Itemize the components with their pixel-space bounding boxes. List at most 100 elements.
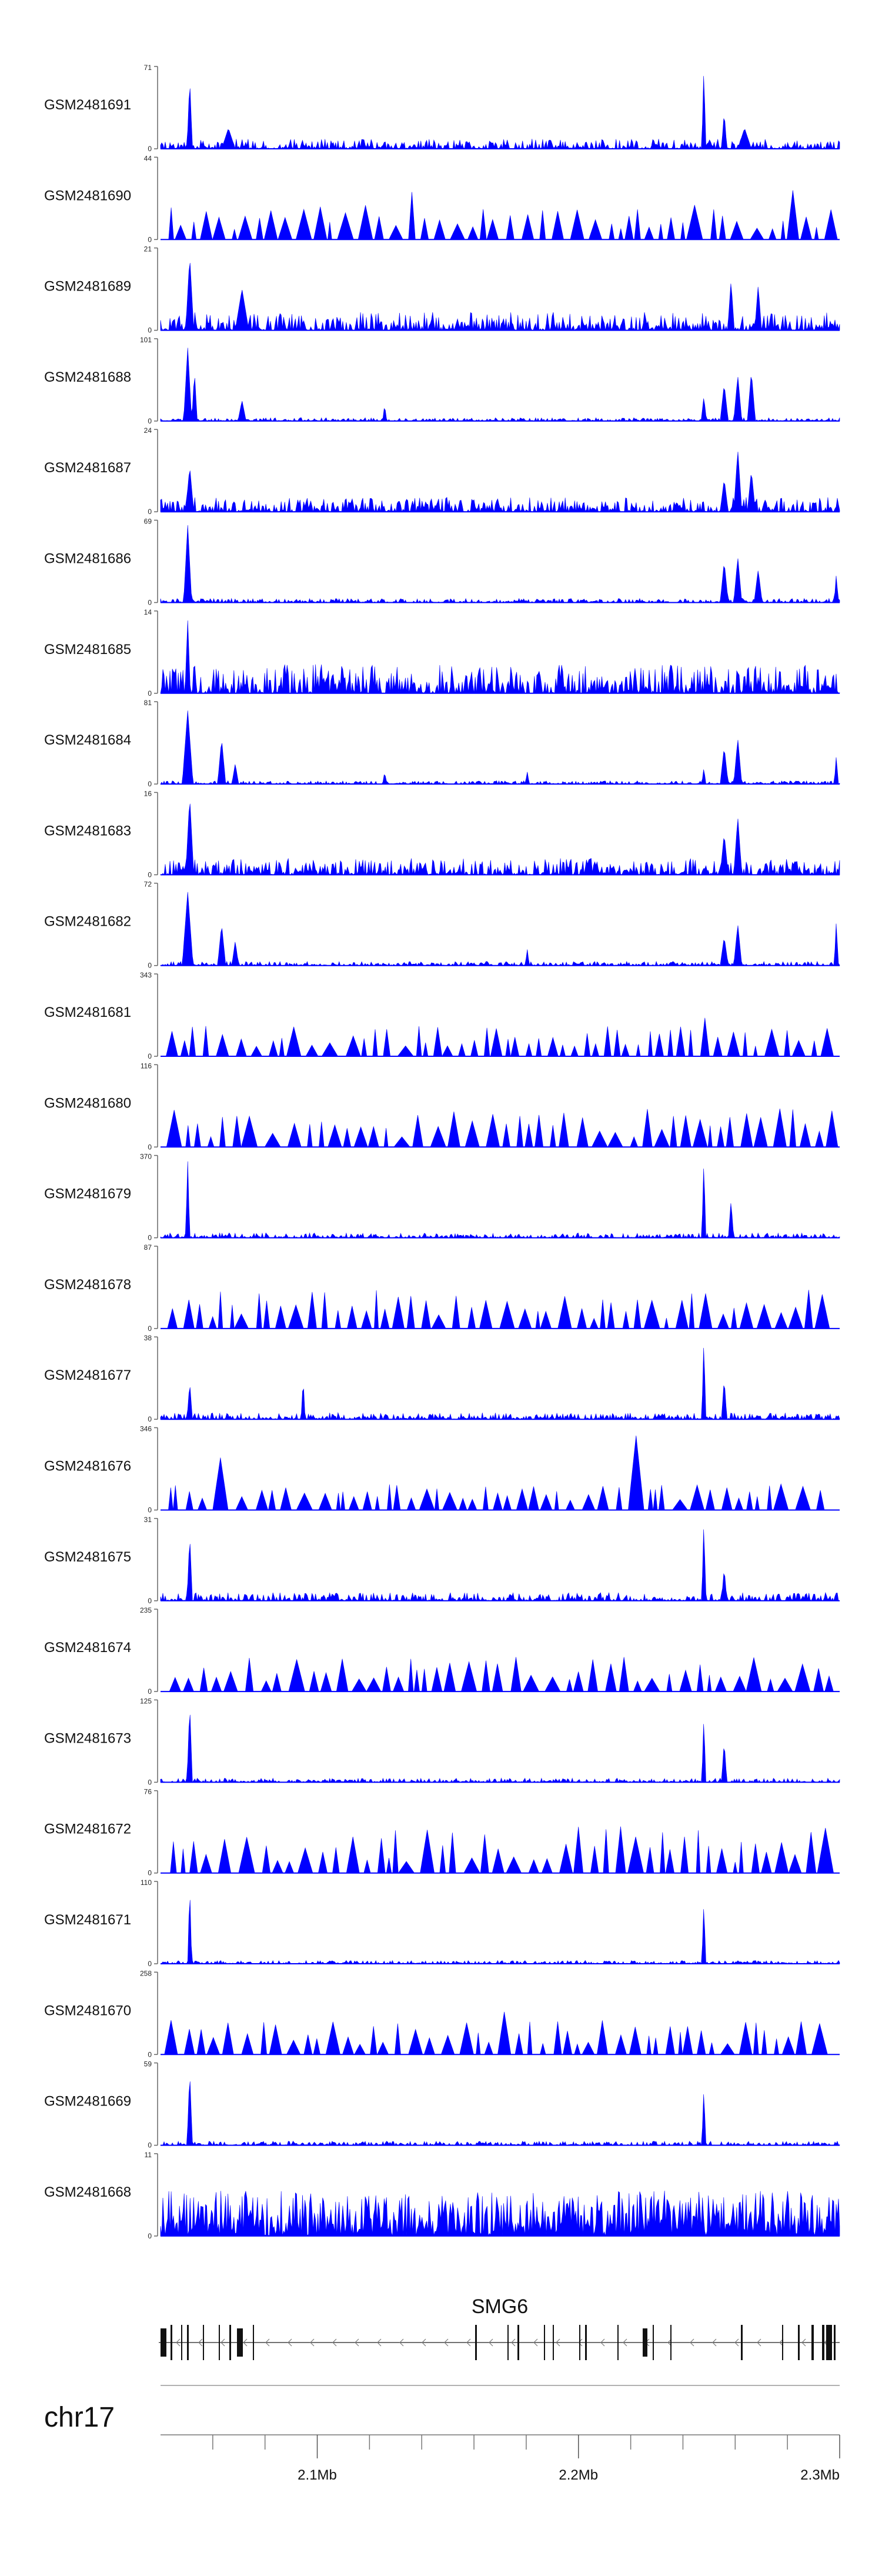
y-axis-max-label: 87	[144, 1243, 152, 1252]
strand-arrow-icon	[243, 2338, 248, 2347]
gene-exon	[181, 2325, 182, 2360]
track-label: GSM2481682	[44, 914, 131, 930]
coverage-area	[160, 803, 840, 876]
track-label: GSM2481683	[44, 823, 131, 839]
y-axis-max-label: 14	[144, 608, 152, 616]
coverage-area	[160, 1161, 840, 1239]
strand-arrow-icon	[466, 2338, 471, 2347]
track-label: GSM2481687	[44, 460, 131, 476]
track-label: GSM2481681	[44, 1005, 131, 1020]
gene-exon	[253, 2325, 254, 2360]
gene-exon	[811, 2325, 814, 2360]
track-label: GSM2481688	[44, 369, 131, 385]
gene-exon	[507, 2325, 509, 2360]
track-GSM2481679: GSM2481679 370 0	[44, 1153, 840, 1242]
gene-exon	[219, 2325, 220, 2360]
track-GSM2481686: GSM2481686 69 0	[44, 518, 840, 607]
coverage-area	[160, 452, 840, 513]
y-axis-max-label: 44	[144, 154, 152, 162]
track-label: GSM2481669	[44, 2094, 131, 2110]
coverage-area	[160, 348, 840, 422]
y-axis-max-label: 235	[140, 1606, 152, 1614]
y-axis-min-label: 0	[148, 1324, 152, 1333]
strand-arrow-icon	[757, 2338, 761, 2347]
gene-exon	[475, 2325, 477, 2360]
track-label: GSM2481680	[44, 1095, 131, 1111]
track-label: GSM2481685	[44, 642, 131, 658]
track-label: GSM2481671	[44, 1912, 131, 1928]
track-GSM2481678: GSM2481678 87 0	[44, 1243, 840, 1333]
gene-exon	[798, 2325, 800, 2360]
track-label: GSM2481674	[44, 1640, 131, 1656]
tracks-panel: GSM2481691710GSM2481690440GSM2481689210G…	[44, 64, 840, 2240]
y-axis-min-label: 0	[148, 145, 152, 153]
coverage-area	[160, 2190, 840, 2237]
coverage-area	[160, 710, 840, 785]
y-axis-min-label: 0	[148, 1234, 152, 1242]
y-axis-max-label: 76	[144, 1788, 152, 1796]
track-label: GSM2481668	[44, 2184, 131, 2200]
track-GSM2481680: GSM2481680 116 0	[44, 1062, 840, 1151]
gene-exon	[229, 2325, 231, 2360]
y-axis-max-label: 72	[144, 880, 152, 889]
gene-exon	[643, 2328, 647, 2357]
y-axis-min-label: 0	[148, 1869, 152, 1877]
strand-arrow-icon	[533, 2338, 538, 2347]
strand-arrow-icon	[377, 2338, 382, 2347]
track-label: GSM2481686	[44, 551, 131, 567]
gene-exon	[237, 2328, 243, 2357]
gene-exon	[544, 2325, 545, 2360]
y-axis-max-label: 125	[140, 1697, 152, 1705]
coverage-area	[161, 2011, 840, 2055]
strand-arrow-icon	[265, 2338, 270, 2347]
strand-arrow-icon	[176, 2338, 181, 2347]
y-axis-min-label: 0	[148, 2232, 152, 2240]
coverage-area	[161, 1657, 840, 1693]
y-axis-min-label: 0	[148, 326, 152, 335]
gene-exon	[171, 2325, 172, 2360]
strand-arrow-icon	[310, 2338, 315, 2347]
gene-exon	[517, 2325, 519, 2360]
coverage-area	[161, 1435, 840, 1510]
y-axis-max-label: 110	[141, 1878, 152, 1887]
y-axis-min-label: 0	[148, 508, 152, 516]
track-label: GSM2481677	[44, 1367, 131, 1383]
strand-arrow-icon	[198, 2338, 203, 2347]
y-axis-max-label: 59	[144, 2060, 152, 2068]
strand-arrow-icon	[734, 2338, 739, 2347]
y-axis-min-label: 0	[148, 1778, 152, 1786]
track-label: GSM2481689	[44, 279, 131, 295]
strand-arrow-icon	[399, 2338, 404, 2347]
coverage-area	[160, 892, 840, 966]
strand-arrow-icon	[556, 2338, 560, 2347]
track-GSM2481690: GSM2481690 44 0	[44, 154, 840, 243]
y-axis-min-label: 0	[148, 1052, 152, 1060]
coverage-area	[160, 263, 840, 331]
track-label: GSM2481675	[44, 1549, 131, 1565]
track-label: GSM2481684	[44, 732, 131, 748]
track-GSM2481673: GSM2481673 125 0	[44, 1697, 840, 1786]
coverage-area	[160, 525, 840, 603]
strand-arrow-icon	[690, 2338, 694, 2347]
track-GSM2481687: GSM2481687 24 0	[44, 426, 840, 516]
coverage-area	[161, 1290, 840, 1329]
y-axis-min-label: 0	[148, 1506, 152, 1514]
coverage-area	[161, 1017, 840, 1057]
strand-arrow-icon	[511, 2338, 516, 2347]
y-axis-min-label: 0	[148, 235, 152, 243]
coverage-area	[161, 1109, 840, 1147]
gene-exon	[585, 2325, 587, 2360]
gene-exon	[203, 2325, 204, 2360]
coverage-area	[160, 76, 840, 150]
gene-exon	[834, 2325, 836, 2360]
track-label: GSM2481670	[44, 2003, 131, 2018]
coverage-area	[160, 1529, 840, 1601]
track-label: GSM2481691	[44, 97, 131, 113]
strand-arrow-icon	[801, 2338, 806, 2347]
track-GSM2481676: GSM2481676 346 0	[44, 1425, 840, 1514]
track-GSM2481675: GSM2481675 31 0	[44, 1516, 840, 1605]
x-tick-label: 2.2Mb	[559, 2467, 598, 2483]
y-axis-min-label: 0	[148, 1143, 152, 1151]
track-GSM2481691: GSM2481691 71 0	[44, 64, 840, 153]
